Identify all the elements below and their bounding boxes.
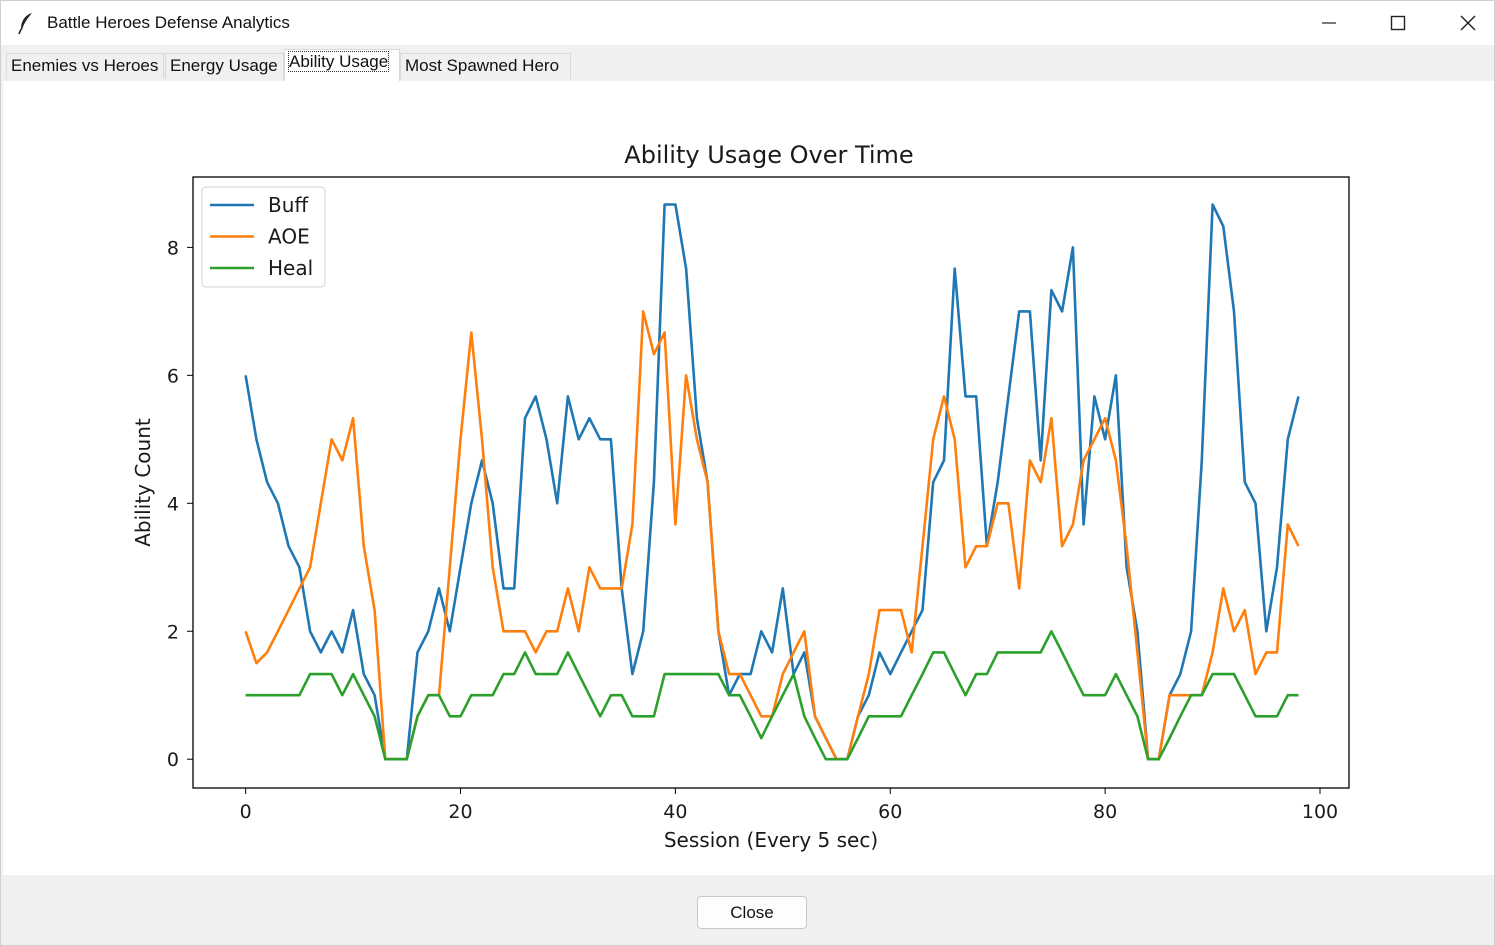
legend-label-aoe: AOE — [268, 225, 310, 249]
title-bar[interactable]: Battle Heroes Defense Analytics — [1, 1, 1494, 45]
tab-most-spawned-hero[interactable]: Most Spawned Hero — [400, 53, 571, 79]
tab-enemies-vs-heroes[interactable]: Enemies vs Heroes — [6, 53, 164, 79]
tab-label: Most Spawned Hero — [405, 56, 560, 75]
series-line-heal — [245, 629, 1299, 761]
plot-area: 0 20 40 60 80 100 0 2 4 6 8 — [167, 203, 1338, 823]
window-title: Battle Heroes Defense Analytics — [47, 13, 290, 32]
chart-panel: Ability Usage Over Time 0 20 40 60 80 100 0 2 4 6… — [3, 81, 1494, 875]
ability-usage-chart: Ability Usage Over Time 0 20 40 60 80 100 0 2 4 6… — [131, 141, 1350, 852]
close-button-label: Close — [730, 902, 774, 922]
tab-energy-usage[interactable]: Energy Usage — [165, 53, 284, 79]
legend-box — [201, 186, 326, 288]
footer-bar: Close — [1, 875, 1494, 945]
y-tick-label: 6 — [167, 365, 179, 387]
x-tick-label: 80 — [1093, 801, 1117, 823]
maximize-button[interactable] — [1363, 1, 1433, 45]
minimize-button[interactable] — [1294, 1, 1364, 45]
chart-legend: Buff AOE Heal — [201, 186, 326, 288]
legend-label-buff: Buff — [268, 193, 309, 217]
x-tick-label: 0 — [240, 801, 252, 823]
close-button[interactable]: Close — [697, 896, 807, 929]
x-tick-label: 60 — [878, 801, 902, 823]
y-tick-label: 2 — [167, 621, 179, 643]
tab-label: Ability Usage — [287, 51, 390, 72]
x-axis-label: Session (Every 5 sec) — [664, 828, 878, 852]
y-tick-label: 0 — [167, 749, 179, 771]
x-tick-label: 20 — [448, 801, 472, 823]
x-tick-label: 100 — [1302, 801, 1338, 823]
y-tick-label: 8 — [167, 237, 179, 259]
minimize-icon — [1322, 22, 1336, 24]
close-window-button[interactable] — [1433, 1, 1495, 45]
maximize-icon — [1390, 15, 1406, 31]
plot-frame — [192, 176, 1350, 789]
series-line-aoe — [244, 310, 1300, 761]
close-icon — [1460, 15, 1476, 31]
tab-label: Energy Usage — [170, 56, 278, 75]
feather-icon — [18, 13, 32, 35]
chart-title: Ability Usage Over Time — [624, 141, 913, 169]
x-tick-label: 40 — [663, 801, 687, 823]
y-axis-label: Ability Count — [131, 418, 155, 547]
tab-label: Enemies vs Heroes — [11, 56, 159, 75]
tab-strip: Enemies vs Heroes Energy Usage Ability U… — [1, 45, 1494, 81]
legend-label-heal: Heal — [268, 256, 313, 280]
series-line-buff — [244, 203, 1300, 761]
tab-ability-usage[interactable]: Ability Usage — [284, 49, 400, 81]
y-tick-label: 4 — [167, 493, 179, 515]
